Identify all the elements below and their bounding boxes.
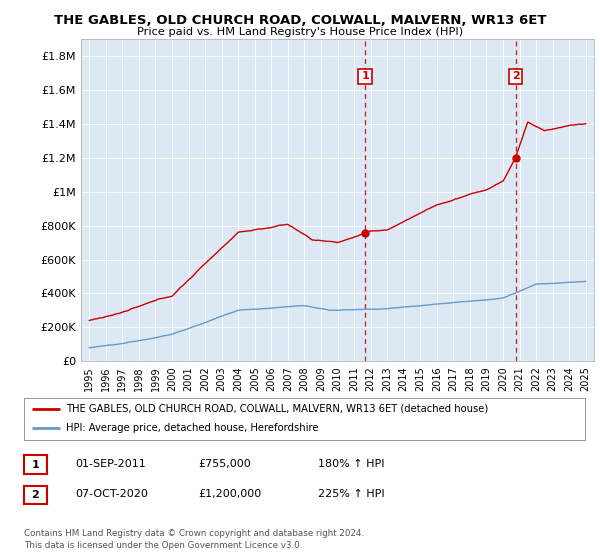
Text: 2: 2 — [512, 72, 520, 82]
Text: 07-OCT-2020: 07-OCT-2020 — [75, 489, 148, 499]
Text: 180% ↑ HPI: 180% ↑ HPI — [318, 459, 385, 469]
Text: Price paid vs. HM Land Registry's House Price Index (HPI): Price paid vs. HM Land Registry's House … — [137, 27, 463, 37]
Text: 225% ↑ HPI: 225% ↑ HPI — [318, 489, 385, 499]
Text: 1: 1 — [361, 72, 369, 82]
Text: 01-SEP-2011: 01-SEP-2011 — [75, 459, 146, 469]
Text: THE GABLES, OLD CHURCH ROAD, COLWALL, MALVERN, WR13 6ET (detached house): THE GABLES, OLD CHURCH ROAD, COLWALL, MA… — [66, 404, 488, 414]
Text: £1,200,000: £1,200,000 — [198, 489, 261, 499]
Text: HPI: Average price, detached house, Herefordshire: HPI: Average price, detached house, Here… — [66, 423, 319, 433]
Text: Contains HM Land Registry data © Crown copyright and database right 2024.
This d: Contains HM Land Registry data © Crown c… — [24, 529, 364, 550]
Text: 1: 1 — [32, 460, 39, 469]
Text: £755,000: £755,000 — [198, 459, 251, 469]
Text: 2: 2 — [32, 490, 39, 500]
Text: THE GABLES, OLD CHURCH ROAD, COLWALL, MALVERN, WR13 6ET: THE GABLES, OLD CHURCH ROAD, COLWALL, MA… — [54, 14, 546, 27]
